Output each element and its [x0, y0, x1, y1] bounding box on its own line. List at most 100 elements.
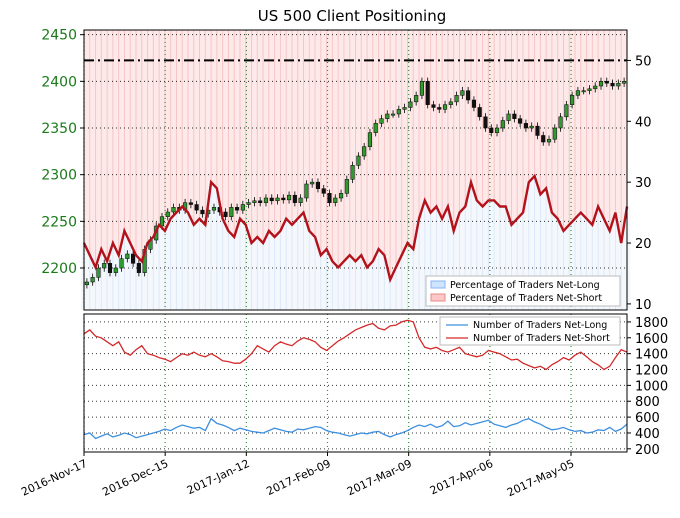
candle-18: [188, 198, 193, 209]
legend-swatch-net-long-pct: [430, 280, 446, 289]
candle-48: [362, 142, 367, 160]
candle-34: [281, 194, 286, 204]
candle-25: [229, 203, 234, 221]
candle-64: [454, 91, 459, 106]
candle-26: [235, 203, 240, 214]
candle-66: [466, 86, 471, 104]
percent-tick-0: 10: [635, 298, 652, 313]
candle-29: [252, 197, 257, 207]
date-tick-2: 2017-Jan-12: [185, 457, 252, 497]
candle-35: [287, 191, 292, 204]
candle-36: [292, 191, 297, 207]
candle-47: [356, 152, 361, 170]
candle-24: [223, 208, 228, 221]
candle-76: [523, 119, 528, 132]
candle-6: [119, 254, 124, 272]
candle-9: [136, 259, 141, 277]
count-tick-1: 400: [635, 427, 660, 442]
candle-62: [442, 100, 448, 114]
candle-82: [558, 113, 563, 132]
candle-1: [90, 273, 95, 286]
candle-90: [604, 77, 609, 87]
candle-4: [107, 259, 113, 277]
net-short-count-line: [83, 319, 628, 371]
top-legend-box: [425, 275, 621, 307]
candle-75: [518, 114, 523, 128]
price-tick-0: 2200: [41, 261, 77, 277]
candle-85: [575, 86, 580, 100]
candle-58: [419, 77, 424, 100]
candle-59: [425, 77, 430, 109]
candle-27: [240, 200, 245, 214]
price-axis: 2200 2250 2300 2350 2400 2450: [41, 28, 84, 277]
price-tick-3: 2350: [41, 121, 77, 137]
candle-80: [546, 135, 552, 146]
top-legend: Percentage of Traders Net-Long Percentag…: [425, 275, 621, 307]
candle-39: [310, 178, 315, 188]
candle-79: [541, 131, 546, 146]
candle-46: [350, 161, 355, 184]
candle-81: [552, 124, 557, 143]
percent-tick-1: 20: [635, 237, 652, 252]
candle-54: [396, 105, 401, 118]
candle-84: [570, 91, 575, 109]
candle-2: [96, 264, 101, 282]
percent-tick-2: 30: [635, 176, 652, 191]
candle-22: [211, 203, 217, 214]
candle-74: [512, 110, 517, 123]
count-tick-8: 1800: [635, 316, 668, 331]
candle-61: [437, 103, 442, 114]
candle-63: [448, 98, 453, 109]
candle-57: [414, 91, 419, 106]
count-tick-7: 1600: [635, 332, 668, 347]
candle-51: [379, 114, 384, 128]
candle-31: [263, 194, 269, 207]
candle-67: [471, 96, 476, 112]
candle-20: [200, 206, 205, 218]
top-panel-frame: [83, 29, 628, 311]
candle-50: [373, 119, 378, 137]
candle-77: [529, 122, 534, 132]
candle-38: [304, 180, 309, 202]
candle-89: [598, 77, 604, 90]
date-tick-6: 2017-May-05: [505, 457, 576, 499]
candle-55: [402, 103, 407, 114]
legend-label-net-short-pct: Percentage of Traders Net-Short: [450, 293, 602, 304]
date-tick-4: 2017-Mar-09: [345, 457, 414, 498]
legend-label-net-short-count: Number of Traders Net-Short: [473, 333, 610, 344]
candle-7: [125, 250, 130, 263]
top-panel-background: [81, 30, 631, 310]
candle-56: [408, 98, 413, 112]
candle-93: [622, 77, 627, 87]
date-tick-0: 2016-Nov-17: [19, 457, 89, 499]
candle-86: [581, 86, 586, 95]
candle-71: [494, 124, 500, 137]
candle-69: [483, 113, 488, 132]
candle-53: [390, 110, 396, 118]
count-tick-6: 1400: [635, 348, 668, 363]
top-panel: 2200 2250 2300 2350 2400 2450 10 20 30 40 50 Perc…: [41, 28, 651, 313]
candle-52: [385, 110, 390, 123]
candle-41: [321, 184, 326, 198]
candle-45: [344, 175, 349, 198]
candle-87: [587, 85, 592, 95]
date-tick-1: 2016-Dec-15: [100, 457, 170, 499]
legend-label-net-long-pct: Percentage of Traders Net-Long: [450, 280, 600, 291]
count-tick-3: 800: [635, 395, 660, 410]
candle-68: [477, 103, 482, 121]
candle-72: [500, 116, 505, 132]
net-long-count-line: [83, 417, 628, 440]
price-tick-4: 2400: [41, 74, 77, 90]
candle-32: [269, 194, 274, 205]
candle-65: [460, 86, 465, 100]
count-tick-2: 600: [635, 411, 660, 426]
candle-91: [610, 79, 615, 90]
candle-88: [593, 82, 598, 93]
count-tick-0: 200: [635, 443, 660, 458]
chart-title: US 500 Client Positioning: [258, 7, 446, 25]
candle-28: [246, 198, 251, 209]
count-tick-5: 1200: [635, 364, 668, 379]
date-tick-3: 2017-Feb-09: [264, 457, 332, 498]
